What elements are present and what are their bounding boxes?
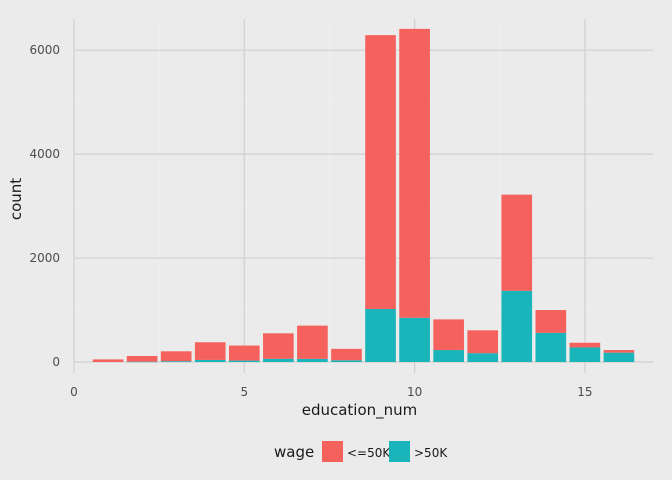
x-tick-label: 10 bbox=[407, 385, 422, 399]
bar-segment bbox=[228, 360, 260, 362]
x-tick-label: 5 bbox=[240, 385, 248, 399]
bar-segment bbox=[297, 358, 328, 362]
bar-segment bbox=[535, 310, 567, 333]
bar-segment bbox=[160, 361, 192, 362]
legend-key bbox=[389, 441, 410, 462]
legend-label: >50K bbox=[414, 446, 448, 460]
bar-segment bbox=[433, 319, 464, 351]
y-tick-label: 4000 bbox=[29, 147, 60, 161]
bar-segment bbox=[467, 353, 499, 362]
bar-segment bbox=[399, 28, 430, 318]
bar-segment bbox=[603, 352, 635, 362]
legend-title: wage bbox=[274, 443, 314, 461]
plot-area: 0 5 10 15 0 2000 4000 6000 bbox=[29, 19, 653, 399]
bar-segment bbox=[501, 290, 533, 362]
x-tick-label: 15 bbox=[577, 385, 592, 399]
y-axis-title: count bbox=[7, 178, 25, 220]
bar-segment bbox=[263, 358, 294, 362]
bar-segment bbox=[126, 355, 158, 362]
bar-segment bbox=[501, 194, 533, 291]
y-tick-label: 6000 bbox=[29, 43, 60, 57]
bar-segment bbox=[297, 325, 328, 359]
bar-segment bbox=[228, 345, 260, 361]
bar-segment bbox=[569, 347, 601, 362]
bar-segment bbox=[365, 35, 396, 309]
x-axis-title: education_num bbox=[302, 401, 418, 420]
bar-segment bbox=[399, 317, 430, 362]
bar-segment bbox=[603, 350, 635, 353]
bar-segment bbox=[535, 332, 567, 362]
bar-segment bbox=[194, 359, 226, 362]
bar-segment bbox=[331, 360, 362, 362]
legend-label: <=50K bbox=[347, 446, 391, 460]
legend: wage <=50K >50K bbox=[274, 441, 448, 462]
bar-segment bbox=[433, 350, 464, 362]
legend-key bbox=[322, 441, 343, 462]
y-tick-label: 2000 bbox=[29, 251, 60, 265]
bar-segment bbox=[467, 330, 499, 354]
bar-segment bbox=[331, 348, 362, 361]
bar-segment bbox=[569, 342, 601, 348]
bar-segment bbox=[263, 333, 294, 359]
bar-segment bbox=[160, 351, 192, 362]
x-tick-label: 0 bbox=[70, 385, 78, 399]
y-tick-label: 0 bbox=[52, 355, 60, 369]
bar-segment bbox=[126, 361, 158, 363]
bar-segment bbox=[194, 342, 226, 360]
bar-segment bbox=[92, 359, 124, 362]
bar-segment bbox=[365, 308, 396, 362]
